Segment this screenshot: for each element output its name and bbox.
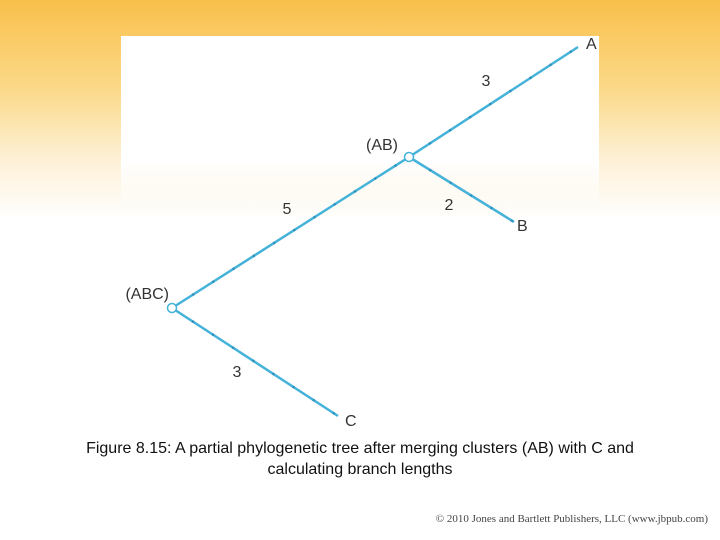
edge [171, 155, 410, 310]
leaf-label: A [586, 36, 597, 53]
branch-length: 5 [283, 201, 292, 218]
internal-node [166, 302, 178, 314]
node-label: (ABC) [125, 286, 169, 303]
edge [408, 155, 515, 224]
caption: Figure 8.15: A partial phylogenetic tree… [86, 440, 634, 478]
node-label: (AB) [366, 137, 398, 154]
diagram-panel [121, 36, 599, 216]
branch-length: 3 [482, 73, 491, 90]
edge [171, 306, 339, 418]
branch-length: 2 [445, 197, 454, 214]
branch-length: 3 [233, 364, 242, 381]
leaf-label: C [345, 413, 357, 430]
edge-ticks [408, 45, 579, 159]
leaf-label: B [517, 218, 528, 235]
edge [408, 45, 579, 159]
copyright: © 2010 Jones and Bartlett Publishers, LL… [435, 513, 708, 525]
internal-node [403, 151, 415, 163]
